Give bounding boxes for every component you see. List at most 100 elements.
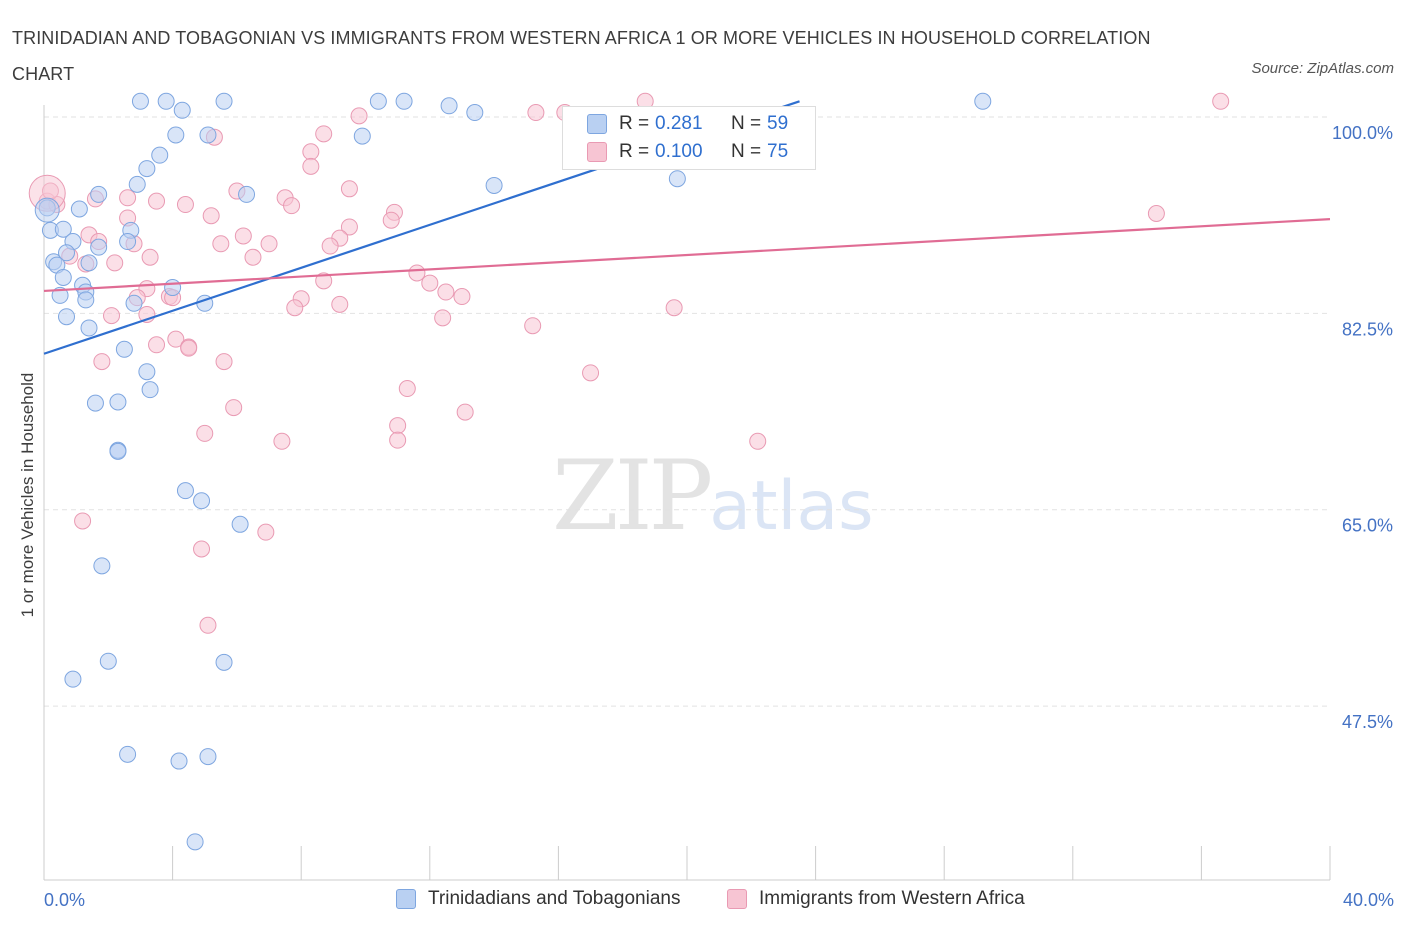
legend-row-series2: R = 0.100 N = 75: [587, 138, 788, 166]
western-africa-point: [321, 237, 339, 255]
legend-item-trinidadians: Trinidadians and Tobagonians: [396, 888, 680, 910]
western-africa-point: [234, 227, 252, 245]
watermark: ZIPatlas: [552, 440, 874, 552]
legend-label-western-africa: Immigrants from Western Africa: [759, 888, 1025, 909]
western-africa-point: [527, 104, 545, 122]
trinidadian-point: [199, 126, 217, 144]
trinidadian-point: [90, 238, 108, 256]
legend-swatch-blue: [587, 114, 607, 134]
western-africa-point: [1147, 204, 1165, 222]
western-africa-point: [315, 125, 333, 143]
trinidadian-point: [109, 442, 127, 460]
western-africa-point: [167, 330, 185, 348]
western-africa-point: [148, 192, 166, 210]
trinidadian-point: [395, 92, 413, 110]
western-africa-point: [582, 364, 600, 382]
trinidadian-point: [353, 127, 371, 145]
western-africa-point: [389, 417, 407, 435]
trinidadian-point: [86, 394, 104, 412]
trinidadian-point: [186, 833, 204, 851]
trinidadian-point: [173, 101, 191, 119]
legend-swatch-blue: [396, 889, 416, 909]
trinidadian-point: [170, 752, 188, 770]
source-credit: Source: ZipAtlas.com: [1251, 60, 1394, 77]
y-tick-labels: 47.5% 65.0% 82.5% 100.0%: [1332, 123, 1393, 732]
western-africa-point: [119, 189, 137, 207]
western-africa-point: [225, 399, 243, 417]
trinidadian-point: [99, 652, 117, 670]
trinidadian-point: [93, 557, 111, 575]
western-africa-point: [524, 317, 542, 335]
western-africa-point: [389, 431, 407, 449]
series-legend: Trinidadians and Tobagonians Immigrants …: [0, 888, 1406, 916]
x-tick-label-max: 40.0%: [1342, 890, 1394, 910]
trinidadian-point: [193, 492, 211, 510]
trinidadian-point: [70, 200, 88, 218]
trinidadian-point: [115, 340, 133, 358]
western-africa-point: [180, 339, 198, 357]
western-africa-point: [302, 157, 320, 175]
western-africa-point: [196, 424, 214, 442]
trinidadian-point: [238, 185, 256, 203]
trend-line-western-africa: [43, 218, 1331, 293]
trinidadian-point: [466, 104, 484, 122]
trinidadian-point: [668, 170, 686, 188]
y-tick-label: 82.5%: [1342, 319, 1393, 339]
western-africa-point: [74, 512, 92, 530]
trinidadian-point: [215, 92, 233, 110]
western-africa-point: [453, 288, 471, 306]
western-africa-point: [398, 380, 416, 398]
trinidadian-point: [176, 482, 194, 500]
legend-n-value: 59: [767, 113, 789, 134]
trinidadian-point: [64, 670, 82, 688]
trinidadian-point: [138, 160, 156, 178]
series-western-africa-points: [28, 92, 1230, 634]
trinidadian-point: [215, 653, 233, 671]
trinidadian-point: [109, 393, 127, 411]
trinidadian-point: [199, 748, 217, 766]
trinidadian-point: [138, 363, 156, 381]
chart-title: TRINIDADIAN AND TOBAGONIAN VS IMMIGRANTS…: [12, 28, 1151, 84]
western-africa-point: [93, 353, 111, 371]
y-tick-label: 100.0%: [1332, 123, 1393, 143]
trinidadian-point: [58, 308, 76, 326]
trinidadian-point: [125, 294, 143, 312]
trinidadian-point: [167, 126, 185, 144]
watermark-atlas: atlas: [709, 467, 874, 546]
legend-r-label: R =: [619, 113, 650, 134]
series-trinidadian-points: [34, 92, 992, 851]
western-africa-point: [315, 272, 333, 290]
western-africa-point: [202, 207, 220, 225]
western-africa-point: [244, 248, 262, 266]
western-africa-point: [382, 211, 400, 229]
western-africa-point: [749, 432, 767, 450]
western-africa-point: [106, 254, 124, 272]
trinidadian-point: [164, 279, 182, 297]
legend-r-label: R =: [619, 141, 650, 162]
trinidadian-point: [54, 268, 72, 286]
western-africa-point: [434, 309, 452, 327]
trinidadian-point: [80, 319, 98, 337]
trinidadian-point: [128, 175, 146, 193]
western-africa-point: [141, 248, 159, 266]
legend-item-western-africa: Immigrants from Western Africa: [727, 888, 1025, 910]
trinidadian-point: [485, 176, 503, 194]
western-africa-point: [350, 107, 368, 125]
trinidadian-point: [58, 244, 76, 262]
legend-n-label: N =: [731, 141, 762, 162]
western-africa-point: [1212, 92, 1230, 110]
trinidadian-point: [77, 291, 95, 309]
western-africa-point: [199, 616, 217, 634]
western-africa-point: [260, 235, 278, 253]
western-africa-point: [212, 235, 230, 253]
axes: [43, 105, 1331, 881]
legend-n-label: N =: [731, 113, 762, 134]
trinidadian-point: [131, 92, 149, 110]
trinidadian-point: [119, 233, 137, 251]
western-africa-point: [331, 295, 349, 313]
trinidadian-point: [974, 92, 992, 110]
watermark-zip: ZIP: [552, 440, 713, 552]
western-africa-point: [103, 307, 121, 325]
trinidadian-point: [141, 381, 159, 399]
